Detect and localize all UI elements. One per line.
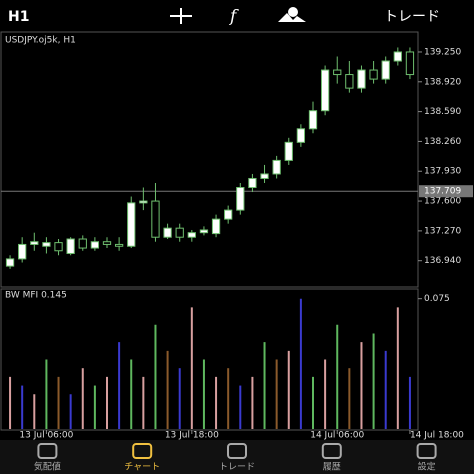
candle-body <box>369 69 378 80</box>
candle-body <box>199 229 209 234</box>
candle-body <box>127 202 136 247</box>
indicator-label: BW MFI 0.145 <box>5 291 67 301</box>
nav-icon[interactable] <box>416 443 437 459</box>
y-tick-label: 136.940 <box>424 256 461 266</box>
nav-icon[interactable] <box>227 443 247 459</box>
timeframe[interactable]: H1 <box>8 9 29 25</box>
candle-body <box>102 241 112 245</box>
y-tick-label: 137.930 <box>424 167 461 177</box>
y-tick-label: 137.600 <box>424 197 461 207</box>
candle-body <box>393 51 402 62</box>
nav-label[interactable]: 履歴 <box>323 462 341 473</box>
y-tick-label: 0.075 <box>424 294 450 304</box>
candle-body <box>333 69 342 76</box>
candle-body <box>284 141 293 161</box>
candle-body <box>308 110 318 130</box>
nav-icon[interactable] <box>37 443 58 459</box>
y-tick-label: 137.270 <box>424 226 461 236</box>
candle-body <box>224 209 233 220</box>
candle-body <box>320 69 330 112</box>
x-tick-label: 14 Jul 18:00 <box>410 431 464 441</box>
y-tick-label: 138.920 <box>424 77 461 87</box>
candle-body <box>114 243 124 247</box>
candle-body <box>54 242 63 252</box>
candle-body <box>66 238 75 254</box>
symbol-label: USDJPY.oj5k, H1 <box>5 36 76 46</box>
indicator-frame <box>0 288 419 431</box>
nav-icon[interactable] <box>132 443 153 459</box>
candle-body <box>139 200 148 204</box>
x-tick-label: 14 Jul 06:00 <box>310 431 364 441</box>
candle-body <box>5 258 15 267</box>
nav-icon[interactable] <box>321 443 342 459</box>
current-price-label: 137.709 <box>424 187 461 197</box>
candle-body <box>405 51 415 76</box>
objects-icon[interactable] <box>278 7 306 22</box>
y-tick-label: 139.250 <box>424 47 461 57</box>
y-tick-label: 138.260 <box>424 137 461 147</box>
candle-body <box>187 232 196 238</box>
nav-label[interactable]: 設定 <box>418 461 436 473</box>
nav-label[interactable]: トレード <box>219 463 255 473</box>
candle-body <box>42 242 51 247</box>
nav-label[interactable]: 気配値 <box>34 461 61 473</box>
trade-button[interactable]: トレード <box>384 9 440 25</box>
candle-body <box>211 218 221 235</box>
x-tick-label: 13 Jul 06:00 <box>19 431 73 441</box>
candle-body <box>175 227 184 238</box>
candle-body <box>90 241 100 249</box>
current-price-box <box>419 185 473 198</box>
y-tick-label: 138.590 <box>424 107 461 117</box>
candle-body <box>345 74 354 89</box>
nav-label[interactable]: チャート <box>124 462 160 473</box>
candle-body <box>236 187 245 211</box>
candle-body <box>260 173 269 179</box>
candle-body <box>296 128 306 143</box>
candle-body <box>163 227 172 238</box>
candle-body <box>357 69 366 89</box>
indicator-icon[interactable]: f <box>228 7 239 27</box>
x-tick-label: 13 Jul 18:00 <box>165 431 219 441</box>
candle-body <box>18 243 27 260</box>
candle-body <box>30 241 39 245</box>
candle-body <box>151 200 160 238</box>
crosshair-icon[interactable] <box>170 8 192 24</box>
candle-body <box>78 238 87 249</box>
candle-body <box>248 177 257 189</box>
candle-body <box>272 159 281 175</box>
candle-body <box>381 60 390 80</box>
chart-frame <box>0 31 419 288</box>
